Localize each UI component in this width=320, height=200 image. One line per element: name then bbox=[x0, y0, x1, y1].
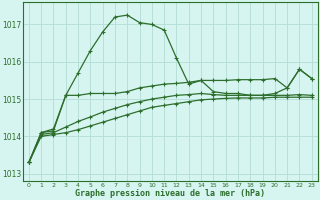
X-axis label: Graphe pression niveau de la mer (hPa): Graphe pression niveau de la mer (hPa) bbox=[75, 189, 265, 198]
